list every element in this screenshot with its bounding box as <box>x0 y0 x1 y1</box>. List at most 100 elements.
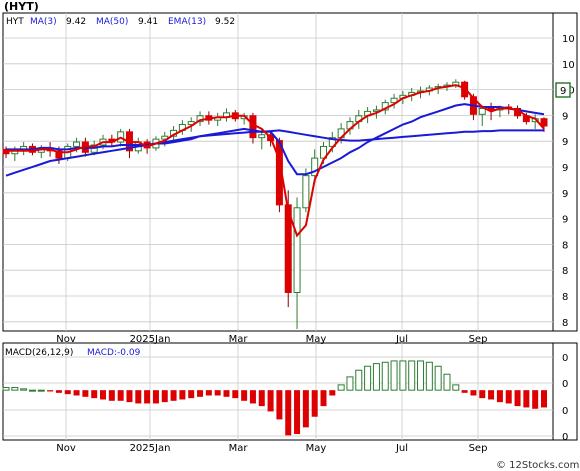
candle-body <box>55 150 63 159</box>
legend-ma50-value: 9.41 <box>138 17 158 27</box>
candle-body <box>284 204 292 293</box>
macd-bar <box>2 387 10 391</box>
x-axis-label: Jul <box>395 443 408 454</box>
indicator-line <box>5 129 544 177</box>
macd-tick-label: 0 <box>562 406 568 417</box>
x-axis-label: May <box>306 334 327 345</box>
macd-bar <box>82 390 89 397</box>
candle-body <box>249 115 257 139</box>
macd-bar <box>372 363 380 391</box>
macd-bar <box>144 390 151 404</box>
price-tick-label: 8 <box>562 240 568 251</box>
x-axis-label: Mar <box>229 443 249 454</box>
legend-ema13-label: EMA(13) <box>168 17 206 27</box>
macd-bar <box>346 376 354 391</box>
macd-bar <box>417 360 425 391</box>
macd-bar <box>73 390 80 396</box>
macd-bar <box>408 360 416 391</box>
macd-bar <box>425 361 433 391</box>
macd-bar <box>390 360 398 391</box>
candle-body <box>302 175 310 209</box>
macd-axis-ticks: 0 0 0 0 <box>562 353 568 443</box>
macd-bar <box>258 390 265 407</box>
macd-bar <box>197 390 204 397</box>
macd-bar <box>11 387 19 391</box>
macd-bar <box>241 390 248 401</box>
x-axis-label: May <box>306 443 327 454</box>
candle-body <box>258 134 266 139</box>
price-tick-label: 9 <box>562 163 568 174</box>
watermark: © 12Stocks.com <box>496 460 579 471</box>
price-tick-label: 8 <box>562 292 568 303</box>
macd-bar <box>311 390 318 417</box>
legend-ticker: HYT <box>6 17 24 27</box>
macd-bar <box>117 390 124 401</box>
price-tick-label: 8 <box>562 318 568 329</box>
x-axis-label: 2025Jan <box>130 334 171 345</box>
macd-bar <box>152 390 159 404</box>
legend-ma50-label: MA(50) <box>96 17 128 27</box>
current-price-box <box>555 82 571 98</box>
macd-bar <box>541 390 547 408</box>
macd-bar <box>523 390 530 408</box>
indicator-line <box>6 84 545 238</box>
macd-bar <box>100 390 107 400</box>
macd-bar <box>355 369 363 391</box>
price-tick-label: 9 <box>562 137 568 148</box>
candle-body <box>390 97 398 104</box>
macd-bar <box>434 365 442 391</box>
price-tick-label: 9 <box>562 215 568 226</box>
macd-bar <box>399 360 407 391</box>
macd-bar <box>285 390 292 436</box>
macd-bar <box>479 390 486 399</box>
macd-bar <box>64 390 71 395</box>
price-tick-label: 9 <box>562 111 568 122</box>
macd-bar <box>20 388 28 391</box>
x-axis-label: Nov <box>56 443 76 454</box>
x-axis-label: Nov <box>56 334 76 345</box>
legend-ma3-value: 9.42 <box>66 17 86 27</box>
price-tick-label: 8 <box>562 266 568 277</box>
candle-body <box>73 141 81 147</box>
macd-bar <box>276 390 283 420</box>
macd-bar <box>364 365 372 391</box>
macd-bar <box>37 389 45 392</box>
macd-bar <box>470 390 477 396</box>
macd-axis-panel <box>552 342 578 441</box>
macd-bar <box>223 390 230 397</box>
price-tick-label: 10 <box>562 34 575 45</box>
candle-body <box>540 118 548 127</box>
macd-histogram <box>2 360 547 436</box>
x-axis-label: Sep <box>469 334 488 345</box>
macd-bar <box>108 390 115 401</box>
x-axis-labels: Nov Nov 2025Jan 2025Jan Mar Mar May May Jul Jul Se… <box>56 334 487 454</box>
macd-bar <box>55 390 62 393</box>
macd-bar <box>47 390 54 392</box>
macd-tick-label: 0 <box>562 353 568 364</box>
macd-bar <box>514 390 521 407</box>
x-axis-label: Sep <box>469 443 488 454</box>
candle-body <box>478 107 486 115</box>
macd-bar <box>302 390 309 428</box>
x-axis-label: Jul <box>395 334 408 345</box>
macd-bar <box>205 390 212 396</box>
indicator-line <box>6 103 545 176</box>
macd-bar <box>91 390 98 399</box>
macd-bar <box>443 373 451 391</box>
macd-bar <box>135 390 142 404</box>
price-tick-label: 10 <box>562 60 575 71</box>
legend-ema13-value: 9.52 <box>215 17 235 27</box>
indicator-lines <box>5 84 545 238</box>
macd-tick-label: 0 <box>562 379 568 390</box>
chart-title: (HYT) <box>4 0 39 13</box>
macd-bar <box>337 384 345 391</box>
legend-ma3-label: MA(3) <box>30 17 57 27</box>
macd-bar <box>381 361 389 391</box>
macd-bar <box>452 384 460 391</box>
macd-bar <box>28 389 36 392</box>
macd-bar <box>488 390 495 400</box>
macd-legend-value: MACD:-0.09 <box>87 348 141 358</box>
macd-bar <box>232 390 239 399</box>
macd-bar <box>329 390 336 396</box>
